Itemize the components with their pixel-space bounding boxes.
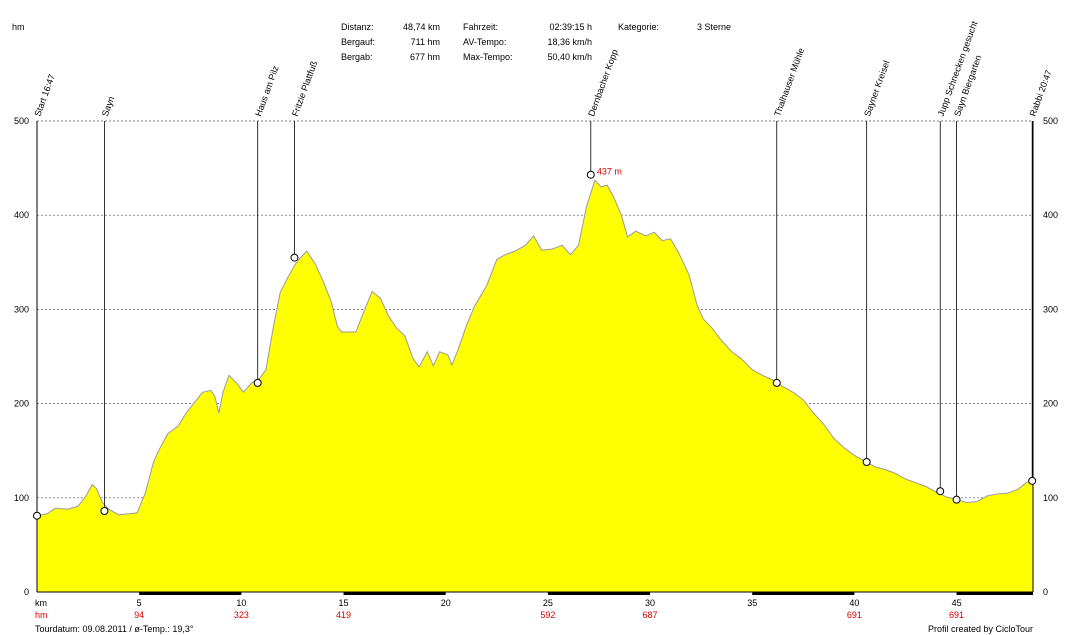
- stat-fahrzeit-label: Fahrzeit:: [463, 22, 499, 32]
- x-tick-label: 15: [339, 598, 349, 608]
- y-tick-label-left: 100: [14, 493, 29, 503]
- stat-max-value: 50,40 km/h: [547, 52, 592, 62]
- km-band: [547, 592, 651, 595]
- axes: 0 0 100 100 200 200 300 300 400 400 500 500 5 10 15 20 2…: [14, 116, 1058, 620]
- stat-av-value: 18,36 km/h: [547, 37, 592, 47]
- y-tick-label-right: 400: [1043, 210, 1058, 220]
- stat-kategorie-label: Kategorie:: [618, 22, 660, 32]
- waypoint-label: Sayn: [100, 95, 116, 118]
- x-tick-label: 5: [137, 598, 142, 608]
- elevation-area: [37, 180, 1033, 593]
- x-tick-label: 35: [747, 598, 757, 608]
- climb-label: 419: [336, 610, 351, 620]
- y-tick-label-left: 500: [14, 116, 29, 126]
- climb-row-label: hm: [35, 610, 48, 620]
- km-band: [139, 592, 242, 595]
- stat-av-label: AV-Tempo:: [463, 37, 507, 47]
- y-tick-label-right: 200: [1043, 399, 1058, 409]
- waypoint-marker: [253, 378, 262, 387]
- y-tick-label-left: 0: [24, 587, 29, 597]
- y-tick-label-right: 100: [1043, 493, 1058, 503]
- climb-label: 94: [134, 610, 144, 620]
- stat-kategorie-value: 3 Sterne: [697, 22, 732, 32]
- x-axis-label: km: [35, 598, 47, 608]
- waypoint-label: Haus am Pilz: [253, 64, 281, 118]
- waypoint-label: Rabbi 20:47: [1028, 69, 1054, 118]
- waypoint-marker: [290, 253, 299, 262]
- waypoint-marker: [952, 495, 961, 504]
- km-band: [956, 592, 1033, 595]
- y-tick-label-right: 300: [1043, 304, 1058, 314]
- stat-distanz-label: Distanz:: [341, 22, 374, 32]
- x-tick-label: 25: [543, 598, 553, 608]
- stat-fahrzeit-value: 02:39:15 h: [549, 22, 592, 32]
- waypoint-marker: [100, 506, 109, 515]
- waypoint-marker: [772, 378, 781, 387]
- y-tick-label-left: 400: [14, 210, 29, 220]
- waypoint-label: Start 16:47: [32, 73, 56, 118]
- y-tick-label-left: 200: [14, 399, 29, 409]
- waypoint-label: Fritzie Plattfuß: [290, 59, 319, 117]
- waypoint-marker: [33, 511, 41, 520]
- y-axis-label: hm: [12, 22, 25, 32]
- waypoint-marker: [1028, 476, 1037, 485]
- stat-bergauf-value: 711 hm: [410, 37, 440, 47]
- climb-label: 691: [847, 610, 862, 620]
- waypoint-label: Sayner Kreisel: [862, 59, 891, 117]
- stat-bergab-label: Bergab:: [341, 52, 373, 62]
- waypoint-label: Thalhauser Mühle: [772, 47, 806, 118]
- x-tick-label: 40: [849, 598, 859, 608]
- x-tick-label: 45: [952, 598, 962, 608]
- climb-label: 691: [949, 610, 964, 620]
- y-tick-label-right: 500: [1043, 116, 1058, 126]
- km-band: [343, 592, 446, 595]
- climb-label: 687: [643, 610, 658, 620]
- stat-bergab-value: 677 hm: [409, 52, 440, 62]
- tour-date: Tourdatum: 09.08.2011 / ø-Temp.: 19,3°: [35, 624, 194, 634]
- waypoint-marker: [862, 458, 871, 467]
- y-tick-label-right: 0: [1043, 587, 1048, 597]
- elevation-line: [36, 179, 1034, 517]
- climb-label: 323: [234, 610, 249, 620]
- x-tick-label: 30: [645, 598, 655, 608]
- stat-bergauf-label: Bergauf:: [341, 37, 376, 47]
- waypoint-marker: [936, 487, 945, 496]
- peak-annotation: 437 m: [597, 166, 622, 176]
- stat-distanz-value: 48,74 km: [402, 22, 440, 32]
- climb-label: 592: [540, 610, 555, 620]
- km-band: [752, 592, 855, 595]
- waypoint-marker: [586, 170, 595, 179]
- stat-max-label: Max-Tempo:: [463, 52, 513, 62]
- x-tick-label: 20: [441, 598, 451, 608]
- credit: Profil created by CicloTour: [928, 624, 1034, 634]
- y-tick-label-left: 300: [14, 304, 29, 314]
- x-tick-label: 10: [236, 598, 246, 608]
